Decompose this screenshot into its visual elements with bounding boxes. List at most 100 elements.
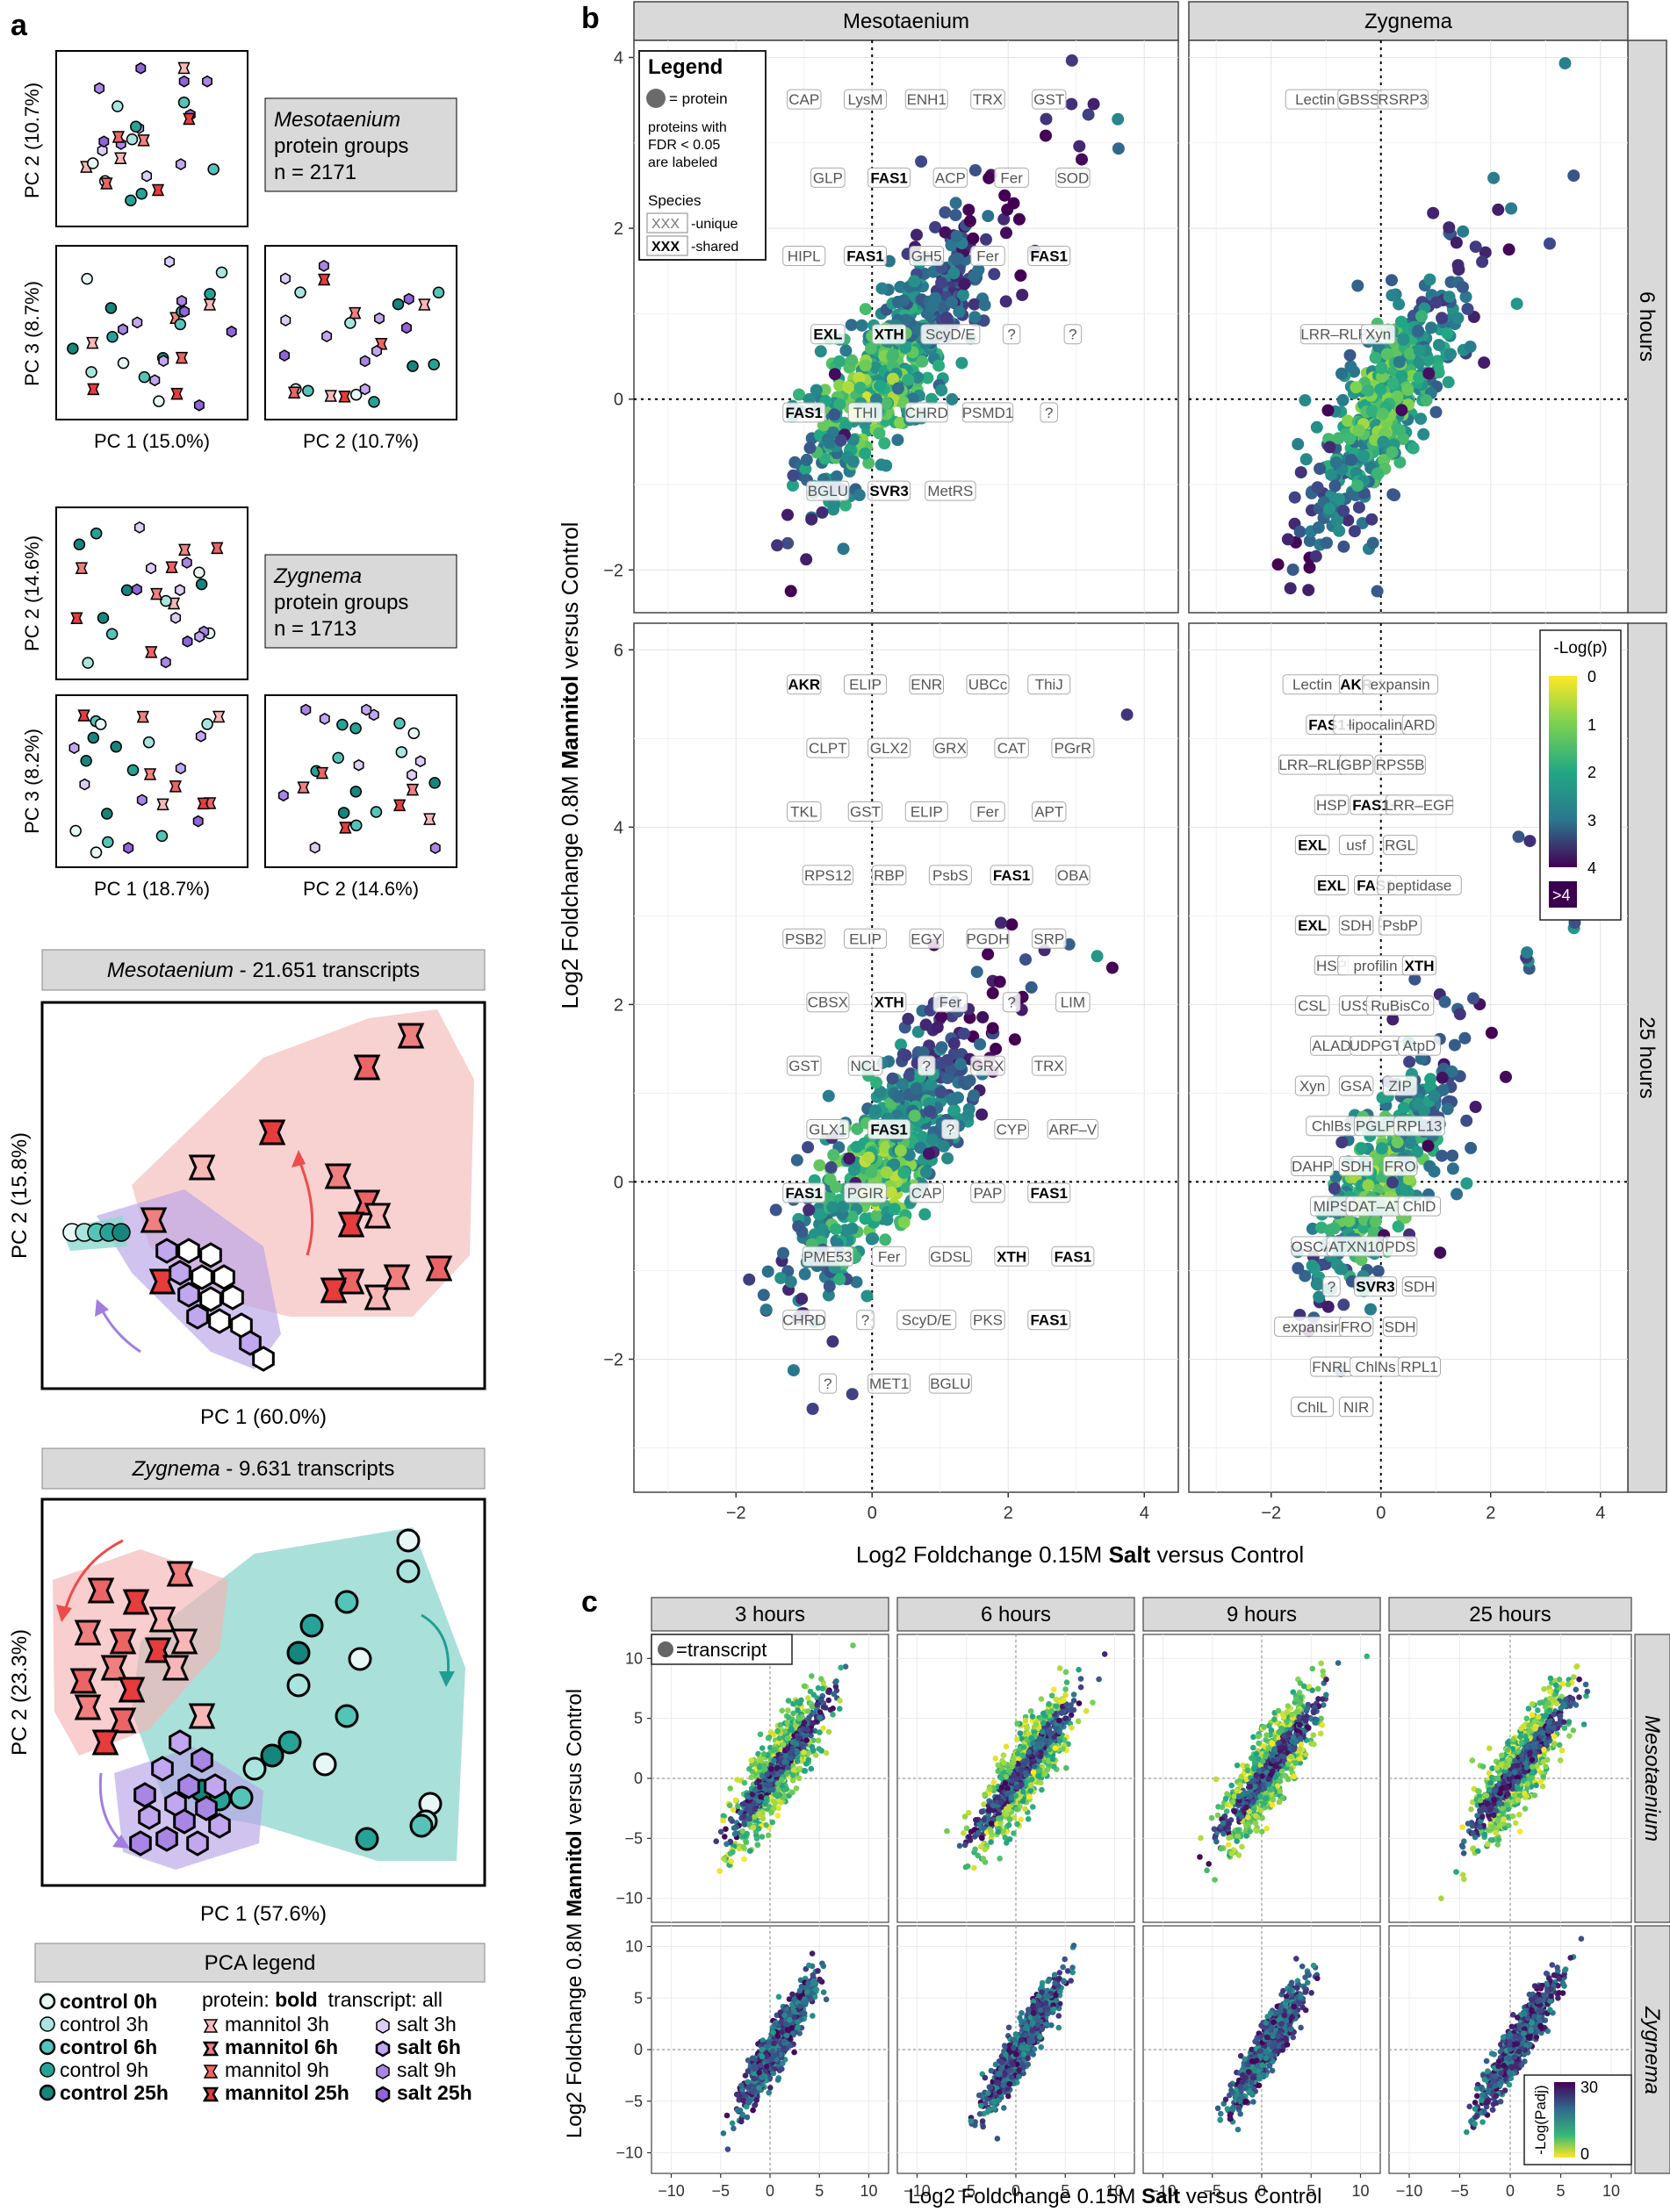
pts-a6-point — [429, 842, 441, 854]
c-point — [1008, 1794, 1015, 1801]
b-point — [924, 1105, 937, 1118]
c-point — [1030, 1804, 1036, 1810]
c-point — [997, 1815, 1004, 1821]
b-point — [1523, 835, 1537, 848]
b-point — [1388, 489, 1400, 502]
b-point — [1040, 112, 1053, 126]
b-point — [923, 1147, 935, 1160]
b-ytick-label: 2 — [614, 995, 623, 1015]
b-protein-label: GLP — [813, 169, 843, 186]
b-protein-label: ? — [1007, 327, 1015, 343]
b-point — [1505, 202, 1518, 215]
c-point — [837, 1706, 843, 1712]
b-point — [1352, 424, 1365, 437]
meso-salt-point — [221, 1284, 244, 1311]
b-protein-label: RPS12 — [804, 867, 852, 884]
b-point — [906, 392, 919, 406]
c-point — [782, 1753, 788, 1759]
b-protein-label: ChlD — [1403, 1198, 1436, 1215]
pts-a4-point — [193, 566, 205, 579]
b-point — [990, 1042, 1003, 1055]
b-protein-label: SVR3 — [869, 483, 908, 499]
b-point — [968, 1089, 981, 1102]
b-protein-label: CLPT — [809, 740, 846, 757]
zyg-pca-ylabel-pc2: PC 2 (14.6%) — [21, 535, 43, 651]
b-point — [1294, 466, 1307, 479]
pts-a4-point — [120, 584, 133, 597]
c-point — [1014, 1720, 1020, 1727]
b-point — [1065, 97, 1078, 111]
c-point — [748, 1757, 754, 1763]
b-point — [1413, 344, 1426, 357]
b-protein-label: PGIR — [847, 1185, 884, 1202]
panel-letter-b: b — [581, 2, 600, 35]
b-point — [1436, 1071, 1449, 1084]
pts-a2-point — [204, 288, 216, 300]
b-point — [968, 311, 982, 324]
b-point — [1335, 367, 1348, 380]
b-point — [946, 392, 959, 406]
b-point — [999, 295, 1012, 308]
pts-a4-point — [105, 628, 119, 641]
b-point — [846, 455, 860, 468]
pts-a4-point — [195, 578, 208, 591]
b-point — [822, 1289, 835, 1302]
b-point — [1332, 432, 1345, 445]
pts-a2-point — [67, 342, 79, 355]
b-point — [1417, 427, 1430, 441]
meso-pca-points-3 — [279, 260, 445, 408]
b-point — [910, 1082, 923, 1095]
c-point — [1029, 1713, 1036, 1720]
zyg-salt-point — [208, 1813, 231, 1839]
pts-a6-point — [414, 755, 426, 768]
c-point — [728, 1816, 734, 1822]
b-point — [940, 1053, 954, 1066]
c-point — [759, 1772, 766, 1779]
pts-a4-point — [75, 562, 89, 575]
b-ytick-label: 4 — [614, 48, 623, 68]
c-point — [768, 1809, 774, 1816]
pts-a3-point — [403, 292, 414, 305]
c-point — [771, 1757, 777, 1764]
b-protein-label: FAS1 — [1030, 248, 1068, 265]
b-point — [1345, 453, 1357, 466]
b-point — [1397, 334, 1410, 347]
pts-a6-point — [339, 822, 352, 834]
meso-salt-point — [169, 1260, 191, 1286]
b-protein-label: peptidase — [1387, 877, 1452, 894]
zyg-salt-arrow — [98, 1772, 125, 1845]
b-point — [839, 1224, 852, 1237]
b-protein-label: UBCc — [968, 677, 1008, 693]
c-point — [1025, 1816, 1032, 1822]
b-protein-label: ? — [824, 1375, 831, 1392]
b-protein-label: RSRP3 — [1378, 91, 1428, 108]
c-point — [1004, 1790, 1011, 1797]
c-point — [1005, 1821, 1012, 1828]
b-point — [865, 1166, 878, 1179]
c-point — [808, 1765, 815, 1772]
b-point — [1362, 384, 1375, 397]
b-point — [1441, 327, 1454, 340]
b-point — [1459, 291, 1472, 304]
b-point — [931, 1021, 944, 1034]
b-point — [1544, 237, 1556, 250]
c-point — [1070, 1698, 1077, 1704]
c-point — [1056, 1665, 1063, 1671]
c-col-label: 3 hours — [735, 1603, 805, 1627]
c-point — [732, 1797, 739, 1804]
pts-a3-point — [432, 286, 445, 299]
b-protein-label: APT — [1034, 804, 1063, 821]
b-point — [949, 209, 962, 221]
b-point — [1391, 390, 1404, 403]
zyg-control-point — [396, 1528, 421, 1553]
b-protein-label: FAS1 — [846, 248, 884, 265]
b-point — [828, 408, 841, 421]
pts-a5-point — [192, 815, 204, 828]
c-point — [757, 1731, 764, 1738]
b-point — [1425, 321, 1437, 334]
b-point — [859, 1212, 872, 1225]
zyg-salt-point — [169, 1729, 191, 1756]
b-point — [1451, 259, 1465, 272]
b-point — [1333, 492, 1345, 506]
c-point — [746, 1848, 753, 1854]
